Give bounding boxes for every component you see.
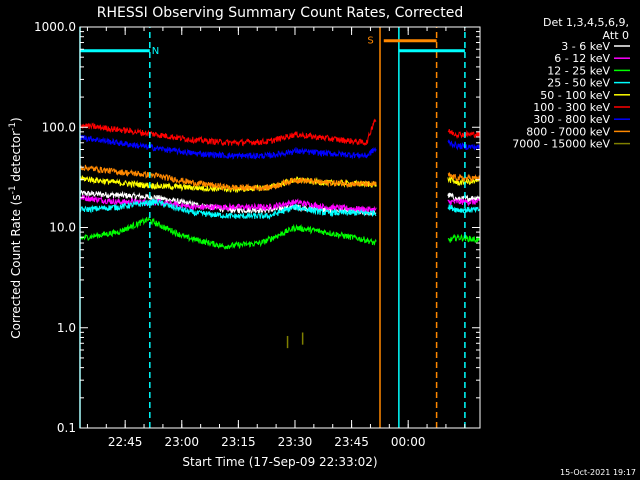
y-axis: 1000.0 100.0 10.0 1.0 0.1: [34, 20, 480, 435]
x-tick-label: 22:45: [108, 435, 143, 449]
series-line: [79, 175, 377, 194]
series-line: [447, 204, 480, 214]
series-line: [447, 197, 480, 207]
x-tick-label: 23:45: [334, 435, 369, 449]
y-axis-label: Corrected Count Rate (s-1 detector-1): [8, 117, 23, 338]
series-line: [79, 216, 377, 251]
legend-label: 50 - 100 keV: [540, 89, 610, 102]
x-tick-label: 23:00: [164, 435, 199, 449]
series-line: [79, 198, 377, 220]
x-tick-label: 23:15: [221, 435, 256, 449]
legend-label: 3 - 6 keV: [561, 40, 610, 53]
x-axis-label: Start Time (17-Sep-09 22:33:02): [182, 455, 377, 469]
series-line: [79, 118, 377, 147]
series-line: [447, 192, 481, 203]
y-axis-label-end: ): [9, 117, 23, 122]
y-axis-label-main: Corrected Count Rate (s: [9, 194, 23, 338]
legend-header-2: Att 0: [603, 29, 629, 42]
y-tick-label: 0.1: [57, 421, 76, 435]
flag-label: S: [367, 36, 373, 47]
legend-label: 800 - 7000 keV: [526, 125, 610, 138]
series-line: [79, 195, 377, 214]
legend-label: 12 - 25 keV: [547, 64, 610, 77]
x-tick-label: 00:00: [391, 435, 426, 449]
y-axis-label-mid: detector: [9, 131, 23, 186]
x-axis: 22:45 23:00 23:15 23:30 23:45 00:00: [86, 27, 466, 449]
y-tick-label: 100.0: [42, 120, 76, 134]
x-tick-label: 23:30: [278, 435, 313, 449]
y-tick-label: 10.0: [49, 221, 76, 235]
series-line: [79, 134, 377, 160]
y-tick-label: 1000.0: [34, 20, 76, 34]
legend-label: 7000 - 15000 keV: [512, 138, 610, 151]
flag-label: N: [152, 46, 159, 57]
legend-label: 100 - 300 keV: [533, 101, 610, 114]
legend-label: 25 - 50 keV: [547, 77, 610, 90]
footer-date: 15-Oct-2021 19:17: [560, 468, 636, 477]
series-line: [447, 139, 480, 151]
series-line: [447, 233, 481, 244]
legend-label: 300 - 800 keV: [533, 113, 610, 126]
chart-title: RHESSI Observing Summary Count Rates, Co…: [97, 5, 463, 21]
series-line: [447, 176, 481, 187]
y-tick-label: 1.0: [57, 321, 76, 335]
y-axis-label-sup1: -1: [8, 185, 18, 194]
series-line: [79, 164, 377, 192]
legend-label: 6 - 12 keV: [554, 52, 610, 65]
legend-header-1: Det 1,3,4,5,6,9,: [543, 16, 629, 29]
series-line: [447, 128, 481, 140]
series-line: [447, 171, 481, 183]
y-axis-label-sup2: -1: [8, 122, 18, 131]
